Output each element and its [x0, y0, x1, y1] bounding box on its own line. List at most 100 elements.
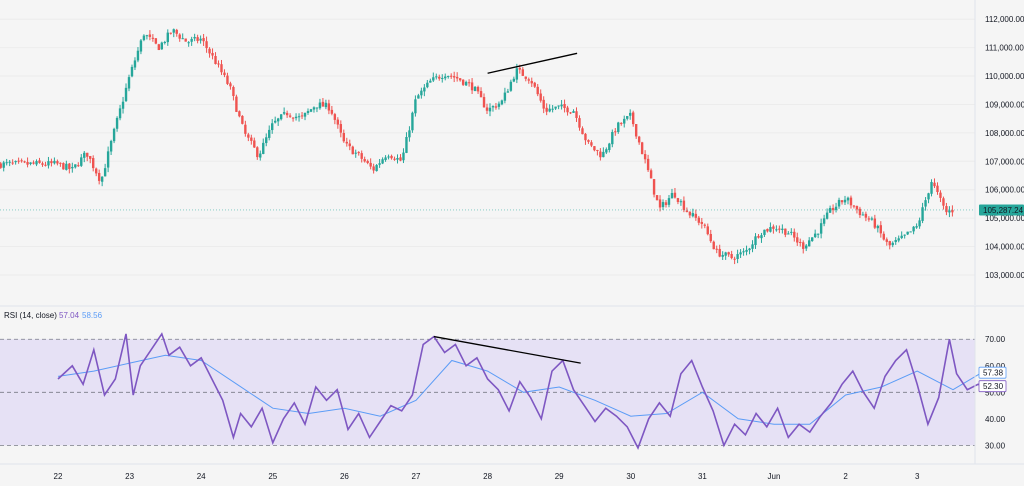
candle-up [667, 198, 671, 205]
candle-up [423, 87, 426, 92]
candle-down [757, 235, 760, 238]
candle-up [411, 112, 414, 131]
candle-up [435, 76, 438, 78]
candle-down [253, 140, 256, 148]
candle-down [885, 239, 888, 242]
candle-down [590, 142, 593, 146]
candle-down [712, 241, 715, 250]
candle-up [787, 233, 790, 235]
candle-up [551, 108, 554, 110]
candle-up [808, 240, 811, 247]
rsi-guides [0, 338, 975, 446]
candle-down [709, 233, 712, 242]
candle-down [640, 142, 644, 155]
candle-up [691, 213, 695, 217]
candle-down [634, 124, 638, 137]
price-tick-label: 103,000.00 [985, 271, 1024, 280]
candle-up [417, 95, 420, 99]
candle-down [175, 29, 178, 34]
candle-up [136, 50, 140, 61]
rsi-tick-label: 30.00 [985, 441, 1006, 450]
rsi-value: 57.04 [59, 311, 80, 320]
rsi-ma-line [57, 354, 982, 425]
candle-up [506, 91, 510, 93]
candle-down [366, 160, 369, 163]
time-tick-label: 24 [197, 472, 206, 481]
candle-down [148, 34, 152, 37]
candle-up [742, 251, 745, 253]
candle-down [933, 182, 936, 187]
candle-up [617, 122, 620, 132]
candle-up [65, 163, 68, 170]
candle-down [587, 140, 590, 142]
candle-up [80, 157, 83, 166]
candle-up [891, 242, 894, 246]
candle-down [524, 76, 527, 79]
candle-down [0, 163, 2, 168]
candle-up [29, 162, 32, 165]
candle-up [402, 152, 405, 161]
candle-down [59, 162, 62, 164]
candle-up [554, 106, 557, 109]
candle-down [89, 156, 92, 159]
candle-up [805, 245, 808, 249]
candle-up [572, 111, 575, 113]
rsi-trendline[interactable] [433, 335, 581, 364]
candle-up [432, 77, 435, 81]
candle-up [14, 161, 17, 163]
candle-up [816, 233, 820, 235]
candle-down [518, 67, 522, 70]
candle-up [473, 86, 477, 92]
candle-down [62, 163, 65, 170]
candle-down [214, 56, 217, 64]
candle-down [360, 153, 363, 159]
candle-down [521, 69, 525, 76]
candle-down [291, 117, 295, 119]
candle-up [396, 158, 399, 160]
candle-up [306, 111, 310, 113]
candle-down [32, 162, 35, 164]
rsi-ma-value: 58.56 [82, 311, 103, 320]
time-tick-label: 26 [340, 472, 349, 481]
candle-up [414, 99, 417, 114]
candle-down [494, 106, 498, 108]
rsi-legend: RSI (14, close) 57.04 58.56 [4, 311, 103, 320]
candle-up [775, 229, 778, 231]
candle-down [849, 197, 853, 206]
candle-down [485, 107, 489, 111]
price-trendline[interactable] [487, 52, 578, 74]
candle-up [324, 102, 328, 108]
candle-down [363, 159, 366, 162]
candle-down [17, 160, 20, 162]
candle-up [121, 101, 125, 109]
candle-up [661, 202, 665, 208]
candle-down [658, 199, 662, 208]
candle-down [256, 147, 259, 158]
candle-down [694, 213, 698, 218]
candle-up [915, 226, 918, 228]
candle-up [608, 143, 611, 151]
candle-up [623, 118, 626, 124]
candle-down [288, 115, 292, 117]
rsi-line [57, 332, 982, 450]
time-axis: 22 23 24 25 26 27 28 29 30 31 Jun 2 3 [0, 463, 1024, 481]
candle-down [217, 63, 220, 65]
candle-up [429, 80, 432, 83]
candle-up [262, 142, 265, 154]
candle-down [333, 114, 337, 120]
candle-up [74, 164, 77, 168]
candle-up [679, 201, 683, 203]
candle-down [831, 207, 835, 211]
candle-up [193, 36, 196, 39]
candle-down [718, 248, 721, 257]
candle-up [444, 76, 447, 79]
candle-up [405, 136, 408, 153]
candle-down [545, 107, 548, 112]
candle-up [813, 233, 817, 238]
candle-down [452, 76, 456, 78]
candle-up [876, 225, 880, 229]
time-tick-label: 22 [54, 472, 63, 481]
candle-down [38, 160, 41, 163]
candle-down [727, 252, 730, 255]
candle-up [172, 29, 175, 33]
